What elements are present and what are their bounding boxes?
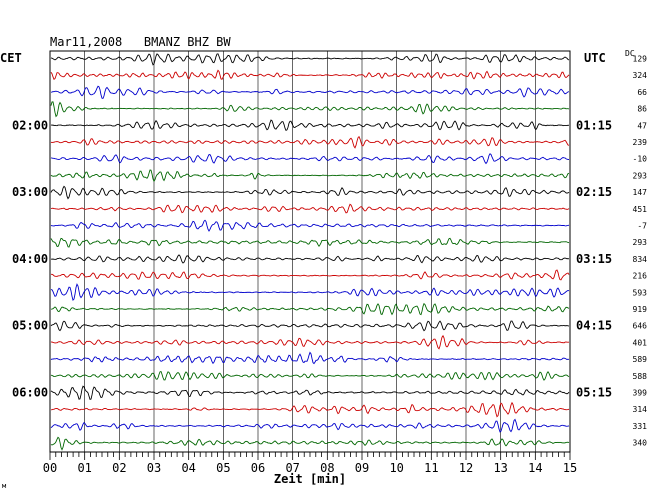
dc-value-label: 47	[637, 121, 647, 130]
seismic-trace	[50, 351, 570, 365]
seismic-trace	[50, 370, 570, 381]
seismic-trace	[50, 219, 570, 232]
x-tick-label: 04	[181, 461, 195, 475]
x-tick-label: 09	[355, 461, 369, 475]
x-tick-label: 11	[424, 461, 438, 475]
left-hour-label: 06:00	[12, 386, 48, 400]
seismic-trace	[50, 203, 570, 214]
dc-value-label: 593	[633, 288, 648, 297]
footer-mark: м	[2, 482, 7, 490]
seismic-trace	[50, 169, 570, 183]
seismic-trace	[50, 153, 570, 165]
seismic-trace	[50, 85, 570, 99]
dc-value-label: 834	[633, 255, 648, 264]
dc-value-label: 401	[633, 338, 648, 347]
x-tick-label: 15	[563, 461, 577, 475]
dc-value-label: 646	[633, 322, 648, 331]
dc-value-label: 129	[633, 55, 648, 64]
dc-value-label: 239	[633, 138, 648, 147]
dc-value-label: 314	[633, 405, 648, 414]
seismic-trace	[50, 237, 570, 248]
x-tick-label: 13	[493, 461, 507, 475]
x-tick-label: 08	[320, 461, 334, 475]
seismic-trace	[50, 283, 570, 301]
left-hour-label: 03:00	[12, 185, 48, 199]
x-tick-label: 06	[251, 461, 265, 475]
seismic-trace	[50, 53, 570, 66]
seismic-trace	[50, 119, 570, 132]
dc-value-label: -10	[633, 155, 648, 164]
x-tick-label: 01	[77, 461, 91, 475]
dc-value-label: 147	[633, 188, 648, 197]
seismic-trace	[50, 254, 570, 264]
right-hour-label: 05:15	[576, 386, 612, 400]
x-tick-label: 07	[285, 461, 299, 475]
x-tick-label: 03	[147, 461, 161, 475]
dc-value-label: 86	[637, 105, 647, 114]
dc-header: DC	[625, 49, 635, 58]
seismic-trace	[50, 418, 570, 433]
dc-value-label: 324	[633, 71, 648, 80]
dc-value-label: -7	[637, 222, 647, 231]
dc-value-label: 588	[633, 372, 648, 381]
dc-value-label: 451	[633, 205, 648, 214]
seismic-trace	[50, 320, 570, 332]
left-hour-label: 05:00	[12, 319, 48, 333]
x-tick-label: 12	[459, 461, 473, 475]
seismic-trace	[50, 135, 570, 149]
x-tick-label: 14	[528, 461, 542, 475]
x-axis-label: Zeit [min]	[274, 472, 346, 486]
dc-value-label: 293	[633, 171, 648, 180]
seismic-trace	[50, 69, 570, 80]
seismic-trace	[50, 302, 570, 316]
dc-value-label: 216	[633, 272, 648, 281]
seismic-trace	[50, 334, 570, 350]
left-hour-label: 02:00	[12, 118, 48, 132]
axis-labels: 00 01 02 03 04 05 06 07 08 09 10 11 12 13 14 15 129 324 66…	[12, 55, 647, 476]
dc-value-label: 399	[633, 389, 648, 398]
right-hour-label: 03:15	[576, 252, 612, 266]
x-tick-label: 05	[216, 461, 230, 475]
right-hour-label: 04:15	[576, 319, 612, 333]
x-tick-label: 00	[43, 461, 57, 475]
x-tick-label: 02	[112, 461, 126, 475]
seismic-trace	[50, 269, 570, 281]
right-hour-label: 02:15	[576, 185, 612, 199]
dc-value-label: 589	[633, 355, 648, 364]
seismic-trace	[50, 185, 570, 200]
right-hour-label: 01:15	[576, 118, 612, 132]
left-hour-label: 04:00	[12, 252, 48, 266]
seismic-trace	[50, 385, 570, 400]
left-timezone-label: CET	[0, 51, 22, 65]
seismic-trace	[50, 401, 570, 418]
dc-value-label: 293	[633, 238, 648, 247]
dc-value-label: 331	[633, 422, 648, 431]
chart-title: Mar11,2008 BMANZ BHZ BW	[50, 35, 231, 49]
grid-lines	[49, 51, 571, 460]
dc-value-label: 66	[637, 88, 647, 97]
dc-value-label: 340	[633, 439, 648, 448]
seismic-trace	[50, 436, 570, 451]
seismic-trace	[50, 101, 570, 118]
x-tick-label: 10	[389, 461, 403, 475]
dc-value-label: 919	[633, 305, 648, 314]
right-timezone-label: UTC	[584, 51, 606, 65]
seismic-traces	[50, 53, 570, 451]
